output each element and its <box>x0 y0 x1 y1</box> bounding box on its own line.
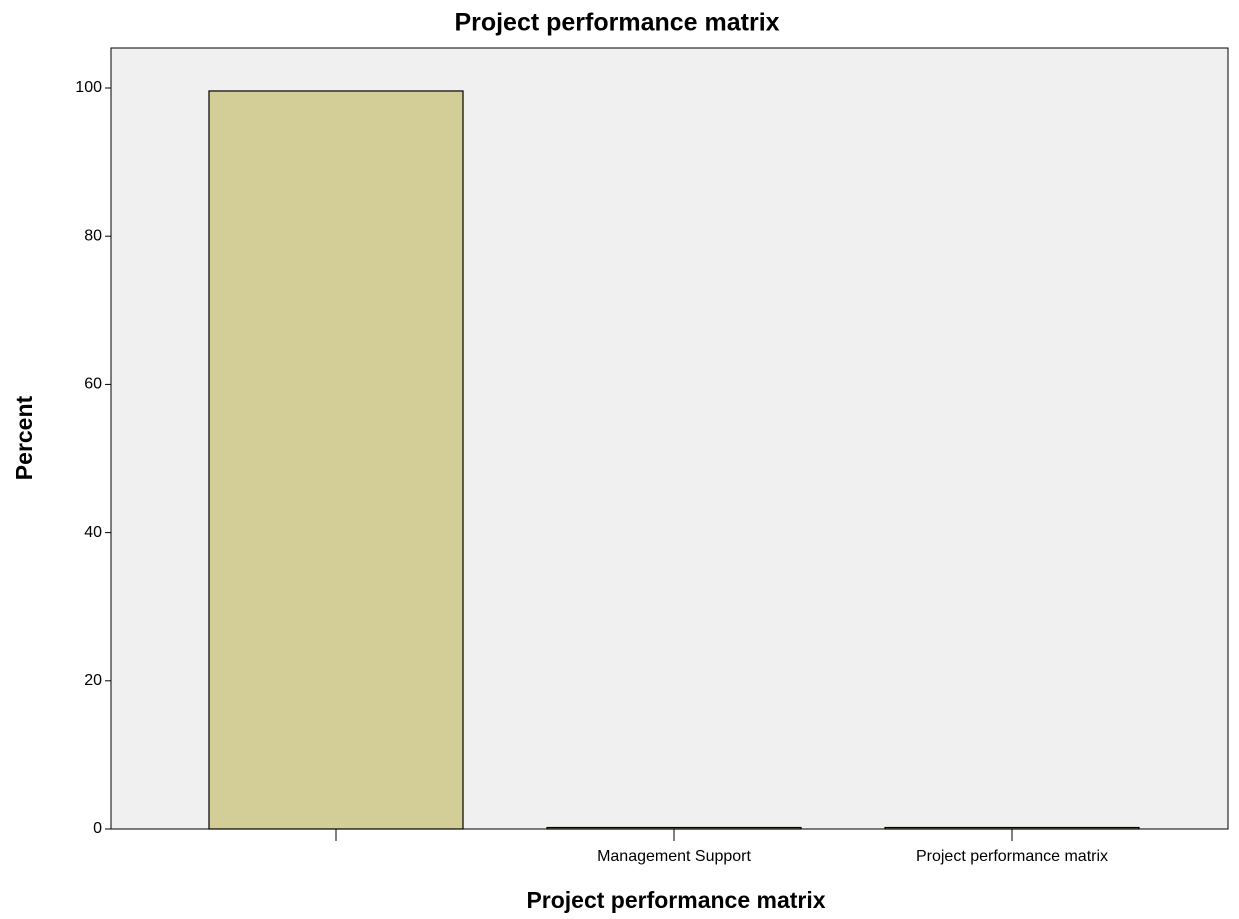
y-tick-label: 100 <box>75 79 102 96</box>
chart-title: Project performance matrix <box>454 9 779 37</box>
y-tick-label: 60 <box>84 376 102 393</box>
y-tick-label: 40 <box>84 524 102 541</box>
y-tick-label: 0 <box>93 820 102 837</box>
y-tick-label: 20 <box>84 672 102 689</box>
y-axis-title: Percent <box>11 395 37 480</box>
y-tick-label: 80 <box>84 227 102 244</box>
x-tick-label: Management Support <box>597 848 751 865</box>
x-tick-label: Project performance matrix <box>916 848 1108 865</box>
x-axis-title: Project performance matrix <box>526 887 825 913</box>
bar <box>208 90 464 830</box>
